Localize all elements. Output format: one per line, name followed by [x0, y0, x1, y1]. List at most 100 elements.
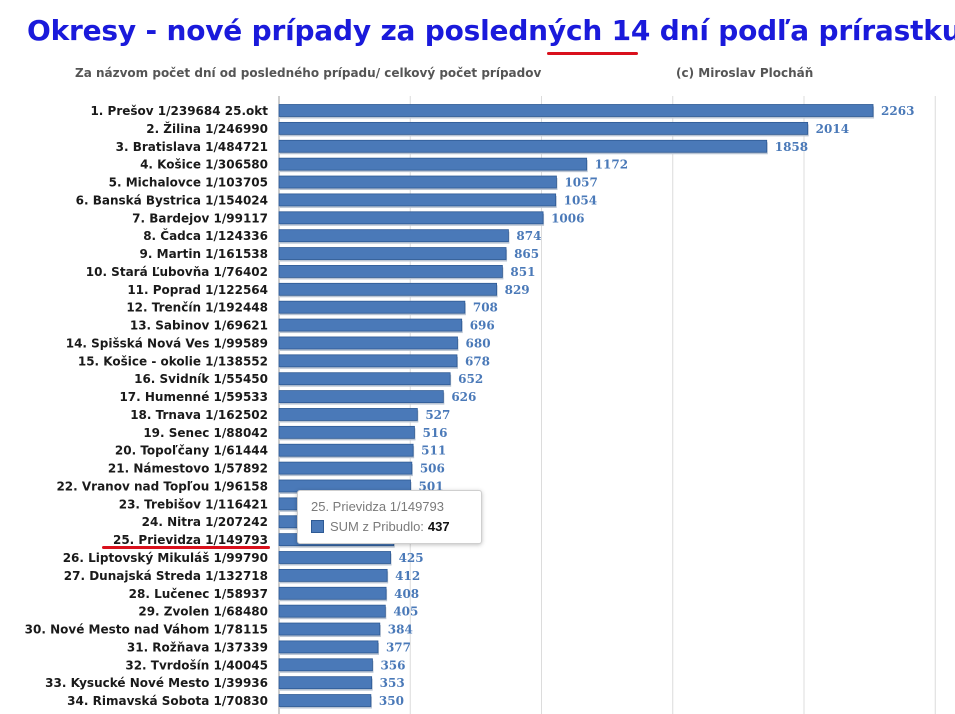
category-label: 2. Žilina 1/246990	[146, 121, 268, 136]
bar[interactable]	[278, 568, 388, 582]
value-label: 708	[473, 301, 498, 315]
bar[interactable]	[278, 586, 387, 600]
category-label: 6. Banská Bystrica 1/154024	[76, 193, 268, 207]
tooltip-value: 437	[427, 519, 450, 534]
bar[interactable]	[278, 551, 391, 564]
chart-tooltip: 25. Prievidza 1/149793 SUM z Pribudlo: 4…	[297, 490, 482, 544]
bar[interactable]	[278, 425, 415, 439]
value-label: 1172	[595, 158, 628, 172]
value-label: 1057	[564, 176, 597, 190]
value-label: 851	[510, 265, 535, 279]
category-label: 12. Trenčín 1/192448	[126, 301, 268, 315]
bar[interactable]	[278, 175, 557, 189]
value-label: 506	[420, 462, 445, 476]
bar[interactable]	[278, 640, 379, 654]
category-label: 18. Trnava 1/162502	[130, 408, 268, 422]
value-label: 425	[399, 551, 424, 565]
value-label: 511	[421, 444, 446, 458]
chart-title: Okresy - nové prípady za posledných 14 d…	[27, 14, 955, 47]
value-label: 350	[379, 694, 404, 708]
bar[interactable]	[278, 139, 768, 153]
category-label: 9. Martin 1/161538	[140, 247, 268, 261]
value-label: 696	[470, 319, 495, 333]
category-label: 15. Košice - okolie 1/138552	[78, 354, 268, 368]
category-label: 4. Košice 1/306580	[140, 158, 268, 172]
bar[interactable]	[278, 461, 413, 475]
category-label: 10. Stará Ľubovňa 1/76402	[86, 265, 268, 279]
chart-subtitle: Za názvom počet dní od posledného prípad…	[75, 66, 542, 80]
bar[interactable]	[278, 622, 381, 636]
value-label: 356	[380, 658, 405, 672]
series-swatch-icon	[311, 520, 324, 533]
value-label: 2263	[881, 104, 914, 118]
bar[interactable]	[278, 372, 451, 386]
value-label: 384	[388, 623, 413, 637]
category-label: 22. Vranov nad Topľou 1/96158	[56, 479, 268, 493]
value-label: 874	[516, 229, 541, 243]
bar[interactable]	[278, 300, 466, 314]
value-label: 652	[458, 372, 483, 386]
category-label: 13. Sabinov 1/69621	[130, 319, 268, 333]
bar[interactable]	[278, 443, 414, 457]
category-label: 26. Liptovský Mikuláš 1/99790	[63, 551, 268, 565]
bar[interactable]	[278, 193, 557, 207]
bar[interactable]	[278, 104, 874, 117]
value-label: 678	[465, 354, 490, 368]
category-label: 31. Rožňava 1/37339	[127, 640, 268, 654]
category-label: 14. Spišská Nová Ves 1/99589	[66, 336, 268, 350]
value-label: 2014	[816, 122, 849, 136]
bar[interactable]	[278, 408, 418, 421]
value-label: 408	[394, 587, 419, 601]
title-highlight: 14 dní	[611, 14, 709, 47]
value-label: 405	[393, 605, 418, 619]
highlight-row-underline	[102, 546, 270, 549]
bar[interactable]	[278, 354, 458, 368]
category-label: 8. Čadca 1/124336	[143, 228, 268, 243]
category-label: 30. Nové Mesto nad Váhom 1/78115	[25, 623, 268, 637]
tooltip-title: 25. Prievidza 1/149793	[311, 499, 444, 514]
bar[interactable]	[278, 676, 373, 690]
bar[interactable]	[278, 247, 507, 260]
bar[interactable]	[278, 265, 503, 278]
bar[interactable]	[278, 658, 373, 672]
bar[interactable]	[278, 694, 372, 707]
value-label: 516	[422, 426, 447, 440]
bar[interactable]	[278, 211, 544, 225]
category-label: 34. Rimavská Sobota 1/70830	[67, 694, 268, 708]
bar[interactable]	[278, 390, 444, 403]
value-label: 412	[395, 569, 420, 583]
value-label: 353	[380, 676, 405, 690]
category-label: 7. Bardejov 1/99117	[132, 211, 268, 225]
title-part-2: podľa prírastku	[708, 14, 955, 47]
category-label: 16. Svidník 1/55450	[134, 372, 268, 386]
tooltip-row: SUM z Pribudlo: 437	[311, 519, 450, 534]
bar[interactable]	[278, 229, 509, 243]
value-label: 1006	[551, 211, 584, 225]
title-part-1: Okresy - nové prípady za posledných	[27, 14, 612, 47]
value-label: 626	[451, 390, 476, 404]
value-label: 680	[466, 336, 491, 350]
value-label: 829	[505, 283, 530, 297]
title-highlight-underline	[547, 52, 638, 55]
value-label: 1054	[564, 193, 597, 207]
category-label: 33. Kysucké Nové Mesto 1/39936	[45, 676, 268, 690]
category-label: 21. Námestovo 1/57892	[108, 462, 268, 476]
author-credit: (c) Miroslav Plocháň	[676, 66, 814, 80]
bar[interactable]	[278, 318, 463, 332]
category-label: 32. Tvrdošín 1/40045	[125, 658, 268, 672]
bar[interactable]	[278, 282, 498, 296]
category-label: 5. Michalovce 1/103705	[109, 176, 268, 190]
value-label: 527	[425, 408, 450, 422]
category-label: 11. Poprad 1/122564	[127, 283, 268, 297]
category-label: 25. Prievidza 1/149793	[113, 533, 268, 547]
bar[interactable]	[278, 336, 458, 350]
bar[interactable]	[278, 157, 588, 171]
category-label: 20. Topoľčany 1/61444	[115, 444, 268, 458]
value-label: 1858	[775, 140, 808, 154]
category-label: 1. Prešov 1/239684 25.okt	[90, 104, 268, 118]
value-label: 501	[419, 479, 444, 493]
bar[interactable]	[278, 604, 386, 618]
category-label: 24. Nitra 1/207242	[142, 515, 268, 529]
bar[interactable]	[278, 121, 809, 135]
